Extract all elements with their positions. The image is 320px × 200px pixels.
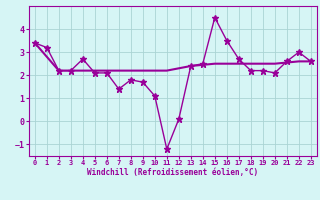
X-axis label: Windchill (Refroidissement éolien,°C): Windchill (Refroidissement éolien,°C)	[87, 168, 258, 177]
